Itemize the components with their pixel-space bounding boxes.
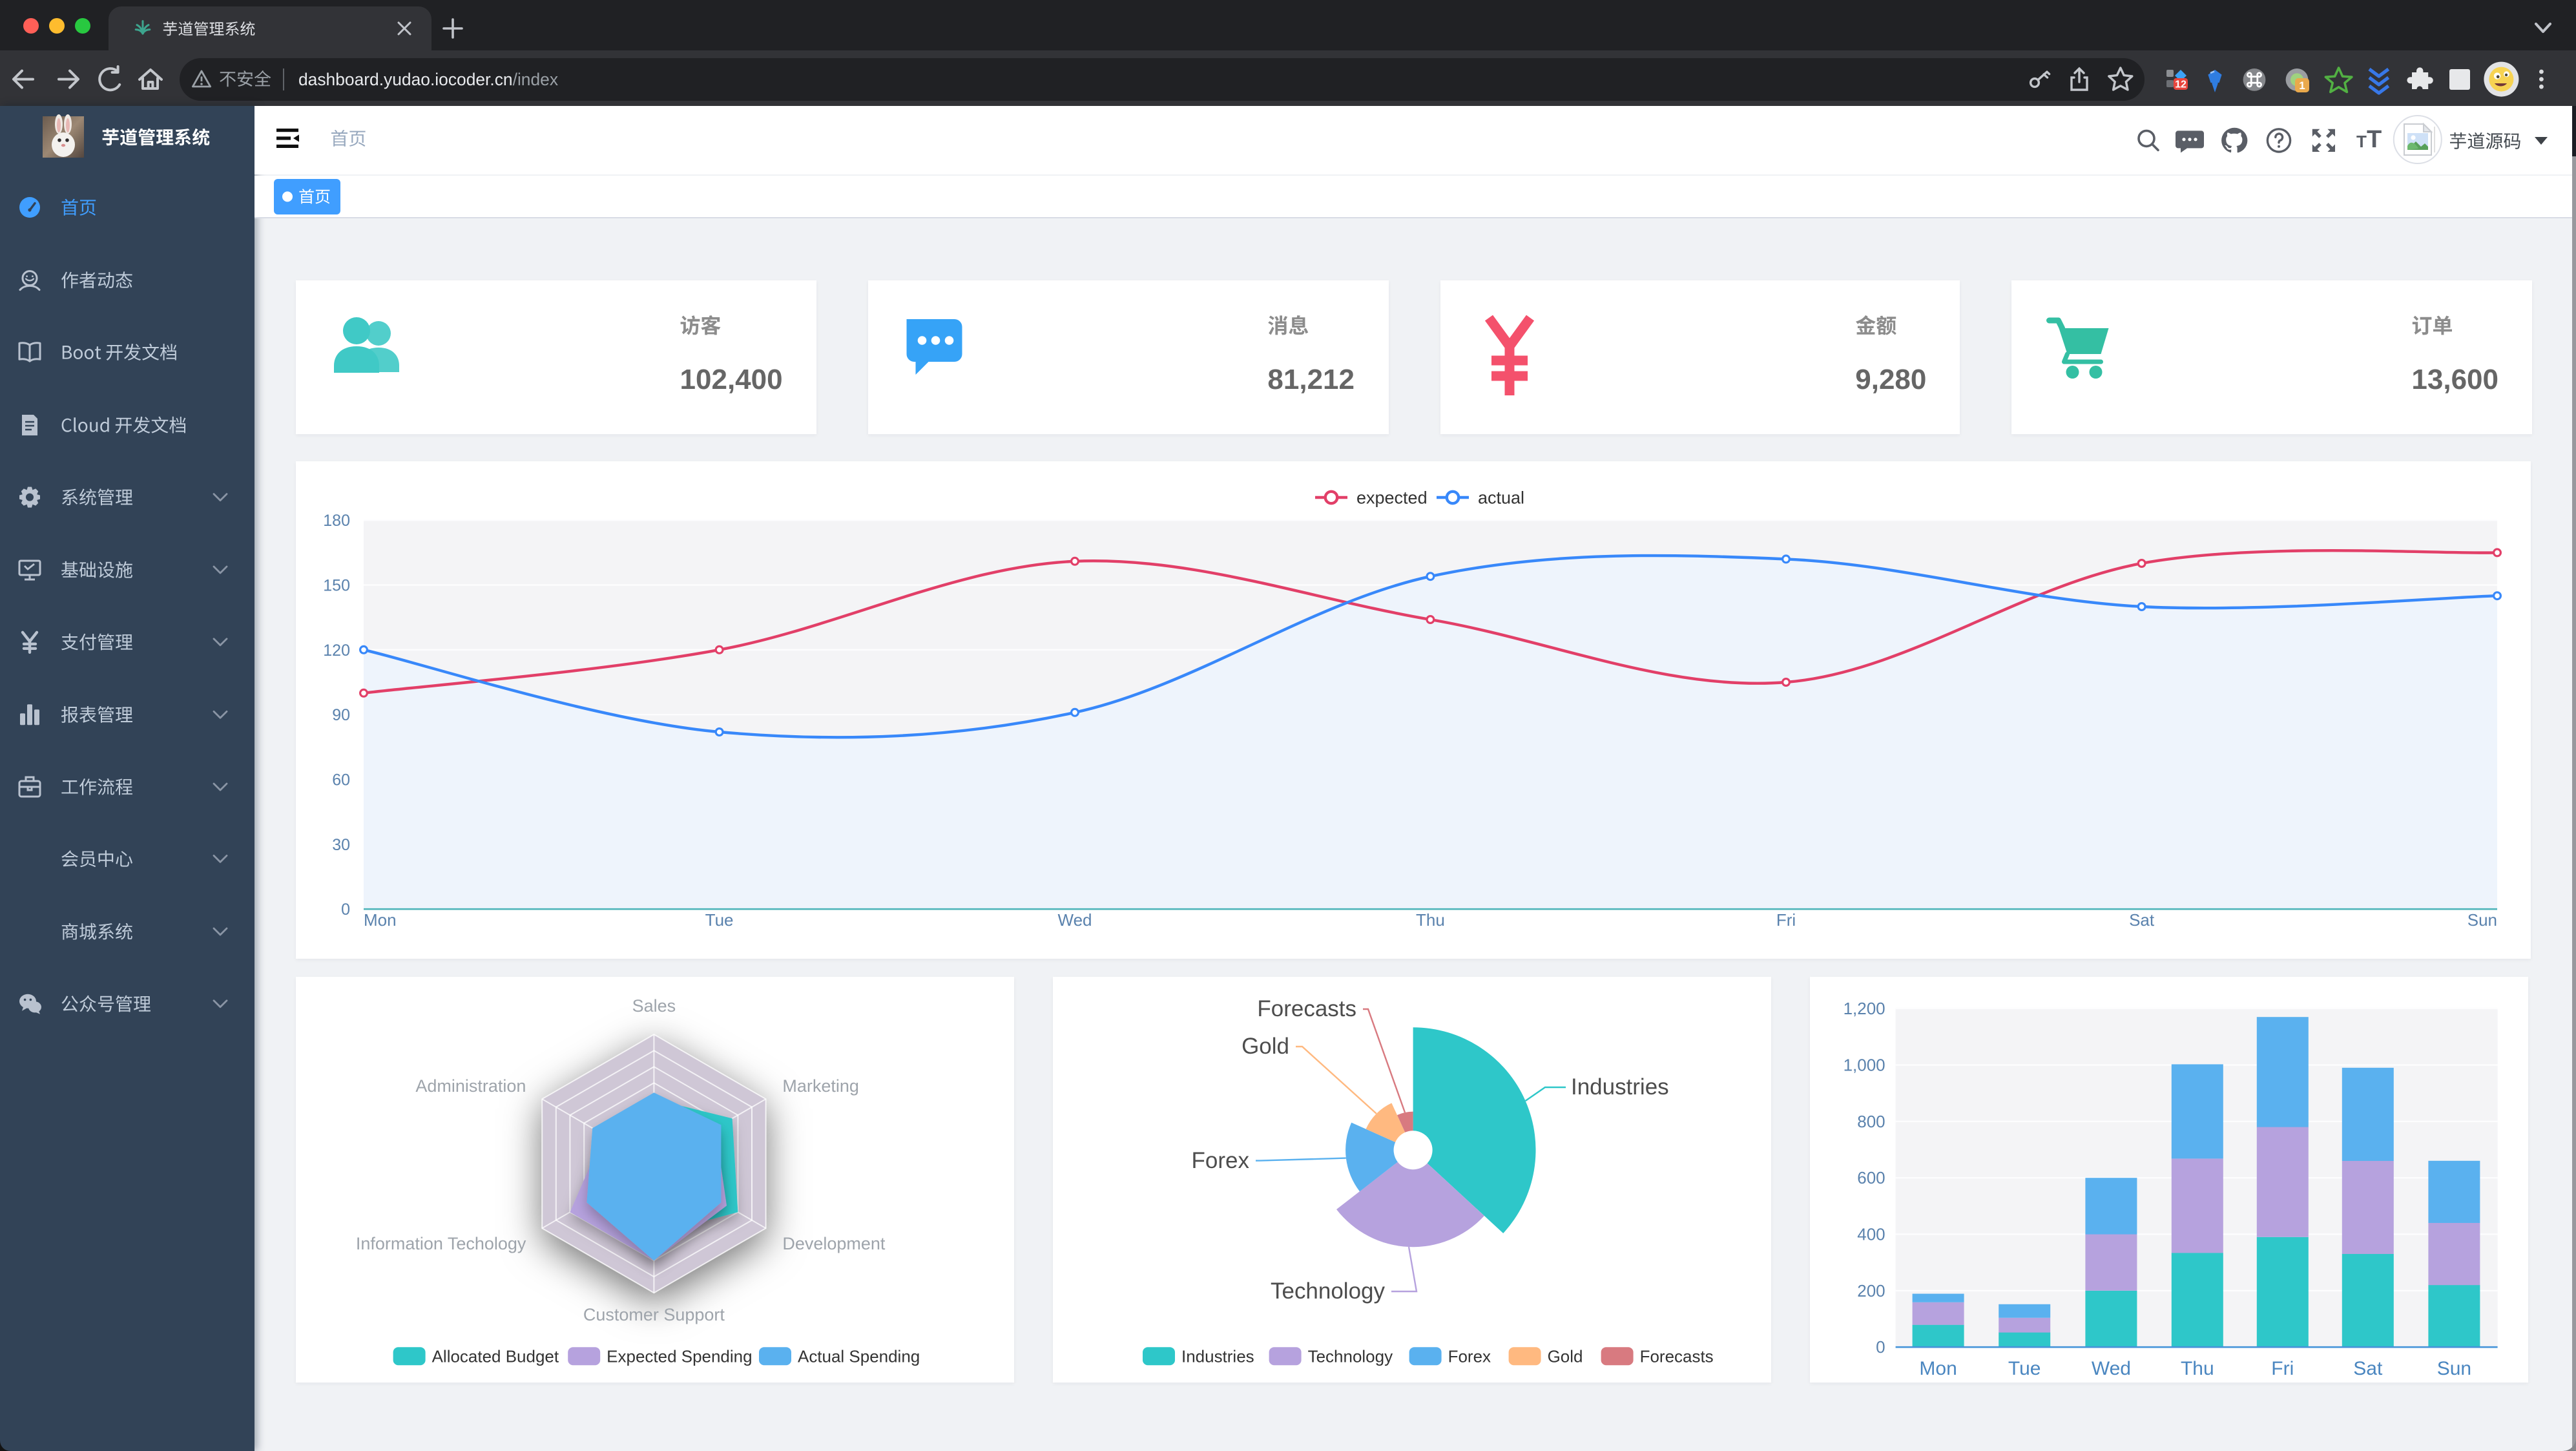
svg-text:Forex: Forex (1192, 1149, 1250, 1174)
svg-text:800: 800 (1857, 1112, 1885, 1132)
svg-text:600: 600 (1857, 1169, 1885, 1188)
svg-text:Gold: Gold (1241, 1034, 1289, 1060)
svg-text:0: 0 (1876, 1338, 1885, 1357)
svg-text:Wed: Wed (1058, 910, 1092, 930)
svg-text:400: 400 (1857, 1225, 1885, 1244)
svg-text:dashboard.yudao.iocoder.cn/ind: dashboard.yudao.iocoder.cn/index (298, 70, 558, 89)
svg-text:Customer Support: Customer Support (583, 1306, 725, 1325)
svg-text:T: T (2367, 126, 2382, 153)
svg-text:Fri: Fri (1776, 910, 1796, 930)
svg-text:Thu: Thu (1416, 910, 1445, 930)
svg-text:Forex: Forex (1448, 1347, 1491, 1366)
svg-text:12: 12 (2175, 79, 2186, 90)
svg-text:Actual Spending: Actual Spending (798, 1347, 920, 1366)
svg-text:60: 60 (332, 771, 350, 789)
svg-text:Technology: Technology (1271, 1279, 1385, 1304)
svg-text:30: 30 (332, 836, 350, 854)
svg-text:Mon: Mon (1919, 1359, 1957, 1380)
svg-text:Sun: Sun (2467, 910, 2497, 930)
svg-text:1,000: 1,000 (1844, 1056, 1885, 1075)
svg-text:actual: actual (1478, 488, 1524, 508)
svg-text:1,200: 1,200 (1844, 999, 1885, 1019)
svg-text:Sat: Sat (2353, 1359, 2383, 1380)
svg-text:Sun: Sun (2437, 1359, 2471, 1380)
svg-text:expected: expected (1356, 488, 1428, 508)
svg-text:Sat: Sat (2129, 910, 2155, 930)
svg-text:150: 150 (323, 577, 350, 595)
svg-text:Mon: Mon (364, 910, 397, 930)
svg-text:1: 1 (2299, 79, 2305, 92)
svg-text:Tue: Tue (2008, 1359, 2041, 1380)
svg-text:Information Techology: Information Techology (356, 1235, 526, 1254)
svg-text:Allocated Budget: Allocated Budget (432, 1347, 559, 1366)
svg-text:Marketing: Marketing (782, 1077, 858, 1096)
svg-text:Thu: Thu (2181, 1359, 2214, 1380)
svg-text:Industries: Industries (1181, 1347, 1254, 1366)
svg-text:Sales: Sales (632, 997, 676, 1016)
svg-text:Forecasts: Forecasts (1640, 1347, 1714, 1366)
svg-text:Industries: Industries (1571, 1075, 1669, 1100)
svg-text:Technology: Technology (1308, 1347, 1393, 1366)
svg-text:200: 200 (1857, 1282, 1885, 1301)
svg-text:Tue: Tue (705, 910, 734, 930)
svg-text:Gold: Gold (1548, 1347, 1583, 1366)
svg-text:Forecasts: Forecasts (1257, 997, 1356, 1022)
svg-text:Wed: Wed (2092, 1359, 2131, 1380)
svg-text:180: 180 (323, 512, 350, 530)
svg-text:Development: Development (782, 1235, 885, 1254)
svg-text:T: T (2356, 132, 2367, 151)
svg-text:Administration: Administration (415, 1077, 526, 1096)
svg-text:Fri: Fri (2271, 1359, 2294, 1380)
svg-text:90: 90 (332, 706, 350, 724)
svg-text:0: 0 (341, 901, 350, 919)
svg-text:Expected Spending: Expected Spending (607, 1347, 752, 1366)
svg-text:120: 120 (323, 642, 350, 660)
